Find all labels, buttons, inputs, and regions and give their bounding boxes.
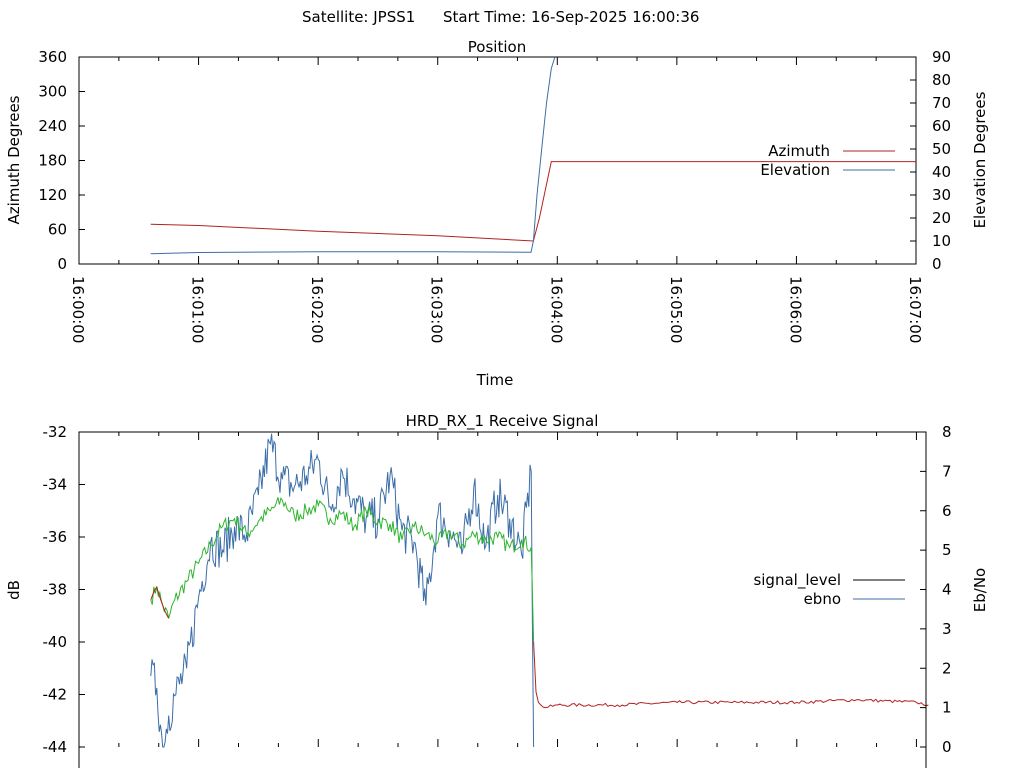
position-x-tick-label: 16:02:00 [308, 276, 326, 343]
position-y2-tick-label: 0 [932, 255, 942, 273]
signal-series-line-ebno [150, 433, 535, 748]
signal-series-line-signal-level-start [150, 585, 170, 619]
signal-y2-tick-label: 1 [942, 699, 952, 717]
position-legend: Azimuth Elevation [760, 142, 895, 179]
signal-y-tick-labels: -32 -34 -36 -38 -40 -42 -44 [43, 423, 68, 756]
start-time-label: Start Time: 16-Sep-2025 16:00:36 [443, 8, 699, 26]
position-y2-axis-label: Elevation Degrees [971, 91, 989, 228]
position-y2-tick-label: 70 [932, 94, 951, 112]
position-x-tick-label: 16:01:00 [189, 276, 207, 343]
signal-y2-tick-label: 6 [942, 502, 952, 520]
position-y2-tick-label: 30 [932, 186, 951, 204]
signal-y-axis-label: dB [5, 580, 23, 600]
signal-series [150, 433, 929, 748]
legend-elevation-label: Elevation [760, 161, 830, 179]
signal-y2-tick-label: 4 [942, 581, 952, 599]
position-x-tick-label: 16:04:00 [547, 276, 565, 343]
signal-y-tick-label: -36 [43, 528, 68, 546]
position-x-tick-labels: 16:00:00 16:01:00 16:02:00 16:03:00 16:04:00… [69, 276, 924, 343]
position-y-tick-label: 0 [57, 255, 67, 273]
position-y-tick-label: 300 [38, 83, 67, 101]
signal-ticks [78, 431, 926, 748]
signal-title: HRD_RX_1 Receive Signal [406, 412, 599, 431]
signal-y-tick-label: -38 [43, 581, 68, 599]
signal-y2-tick-label: 3 [942, 620, 952, 638]
signal-plot-frame [78, 431, 927, 768]
position-y-axis-label: Azimuth Degrees [5, 95, 23, 224]
position-x-tick-label: 16:00:00 [69, 276, 87, 343]
position-y-tick-label: 180 [38, 152, 67, 170]
signal-series-line-signal-level [150, 497, 535, 643]
position-y2-tick-label: 80 [932, 71, 951, 89]
signal-legend: signal_level ebno [753, 571, 905, 608]
position-y2-tick-label: 40 [932, 163, 951, 181]
signal-y2-tick-labels: 0 1 2 3 4 5 6 7 8 [942, 423, 952, 756]
position-y2-tick-label: 50 [932, 140, 951, 158]
signal-y2-tick-label: 2 [942, 659, 952, 677]
position-y2-tick-label: 60 [932, 117, 951, 135]
position-x-tick-label: 16:07:00 [906, 276, 924, 343]
signal-y2-axis-label: Eb/No [971, 568, 989, 612]
signal-y2-tick-label: 0 [942, 738, 952, 756]
position-ticks [78, 56, 917, 265]
legend-ebno-label: ebno [804, 590, 841, 608]
position-y-tick-label: 240 [38, 117, 67, 135]
position-y-tick-label: 360 [38, 48, 67, 66]
legend-azimuth-label: Azimuth [768, 142, 830, 160]
signal-y-tick-label: -34 [43, 476, 68, 494]
signal-y-tick-label: -44 [43, 738, 68, 756]
position-series [150, 56, 916, 255]
position-series-line-azimuth [150, 161, 916, 242]
signal-chart: HRD_RX_1 Receive Signal -32-34-36-38-40-… [5, 412, 989, 768]
position-y2-tick-label: 10 [932, 232, 951, 250]
position-y2-tick-label: 20 [932, 209, 951, 227]
position-series-line-elevation [150, 56, 556, 255]
satellite-label: Satellite: JPSS1 [302, 8, 415, 26]
position-title: Position [468, 38, 526, 56]
position-x-tick-label: 16:05:00 [667, 276, 685, 343]
position-y-tick-label: 120 [38, 186, 67, 204]
position-y2-tick-labels: 0 10 20 30 40 50 60 70 80 90 [932, 48, 951, 273]
signal-y2-tick-label: 8 [942, 423, 952, 441]
position-y2-tick-label: 90 [932, 48, 951, 66]
position-y-tick-labels: 0 60 120 180 240 300 360 [38, 48, 67, 273]
signal-y2-tick-label: 7 [942, 462, 952, 480]
legend-signal-level-label: signal_level [753, 571, 841, 590]
signal-y2-tick-label: 5 [942, 541, 952, 559]
signal-y-tick-label: -40 [43, 633, 68, 651]
position-x-tick-label: 16:06:00 [786, 276, 804, 343]
position-y-tick-label: 60 [48, 221, 67, 239]
position-chart: Position 0 60 120 180 240 300 360 0 10 20 30 40 50 6… [5, 38, 989, 389]
signal-y-tick-label: -42 [43, 686, 68, 704]
position-x-tick-label: 16:03:00 [428, 276, 446, 343]
signal-series-line-signal-level-tail [533, 641, 929, 709]
signal-y-tick-label: -32 [43, 423, 68, 441]
position-x-axis-label: Time [476, 371, 514, 389]
